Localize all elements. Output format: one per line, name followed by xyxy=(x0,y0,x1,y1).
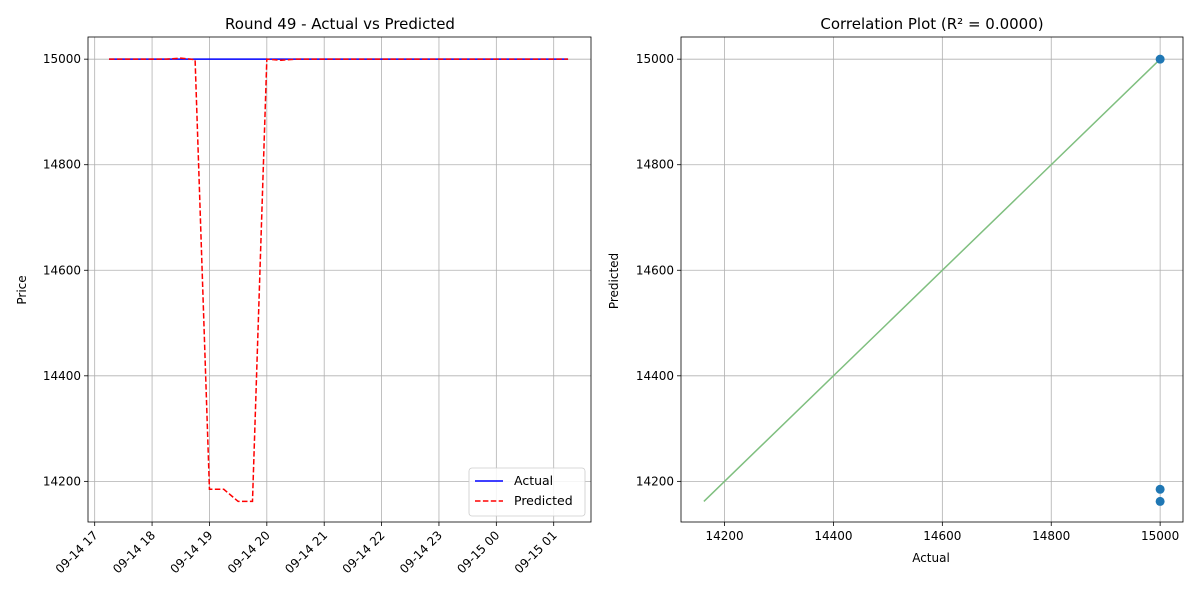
left-x-tick-label: 09-14 18 xyxy=(110,528,158,576)
right-series xyxy=(703,54,1165,506)
left-x-tick-label: 09-14 22 xyxy=(340,528,388,576)
left-x-tick-label: 09-14 23 xyxy=(397,528,445,576)
left-series xyxy=(109,57,569,503)
right-y-tick-label: 15000 xyxy=(636,52,674,66)
scatter-point xyxy=(1155,484,1165,494)
legend-actual-label: Actual xyxy=(514,473,553,488)
left-grid xyxy=(88,37,591,522)
right-x-tick-label: 15000 xyxy=(1141,529,1179,543)
right-chart: Correlation Plot (R² = 0.0000) Predicted… xyxy=(607,15,1184,565)
right-grid xyxy=(681,37,1183,522)
left-legend: Actual Predicted xyxy=(468,467,586,517)
left-x-tick-label: 09-14 17 xyxy=(53,528,101,576)
right-x-axis-label: Actual xyxy=(912,551,950,565)
left-y-axis-label: Price xyxy=(15,275,29,304)
right-x-tick-label: 14200 xyxy=(705,529,743,543)
left-plot-frame xyxy=(87,36,592,523)
left-chart: Round 49 - Actual vs Predicted Price 09-… xyxy=(15,15,592,576)
reference-line xyxy=(703,58,1161,502)
left-y-tick-label: 15000 xyxy=(43,52,81,66)
right-ticks: 14200 14400 14600 14800 15000 14200 14400 14600… xyxy=(636,52,1179,543)
series-line-predicted xyxy=(109,57,569,503)
left-chart-title: Round 49 - Actual vs Predicted xyxy=(225,15,455,33)
left-x-tick-label: 09-14 19 xyxy=(168,528,216,576)
legend-predicted-label: Predicted xyxy=(514,493,573,508)
left-legend-box xyxy=(468,467,586,517)
right-y-tick-label: 14800 xyxy=(636,158,674,172)
left-x-tick-label: 09-14 21 xyxy=(282,528,330,576)
left-y-tick-label: 14400 xyxy=(43,369,81,383)
right-y-tick-label: 14400 xyxy=(636,369,674,383)
left-y-tick-label: 14800 xyxy=(43,158,81,172)
left-x-tick-label: 09-15 01 xyxy=(512,528,560,576)
left-y-tick-label: 14200 xyxy=(43,474,81,488)
right-y-tick-label: 14200 xyxy=(636,474,674,488)
right-x-tick-label: 14800 xyxy=(1032,529,1070,543)
right-chart-title: Correlation Plot (R² = 0.0000) xyxy=(820,15,1043,33)
right-plot-frame xyxy=(680,36,1184,523)
right-y-axis-label: Predicted xyxy=(607,253,621,309)
scatter-point xyxy=(1155,54,1165,64)
left-x-tick-label: 09-15 00 xyxy=(454,528,502,576)
right-y-tick-label: 14600 xyxy=(636,263,674,277)
scatter-point xyxy=(1155,496,1165,506)
left-x-tick-label: 09-14 20 xyxy=(225,528,273,576)
right-x-tick-label: 14600 xyxy=(923,529,961,543)
left-y-tick-label: 14600 xyxy=(43,263,81,277)
right-x-tick-label: 14400 xyxy=(814,529,852,543)
